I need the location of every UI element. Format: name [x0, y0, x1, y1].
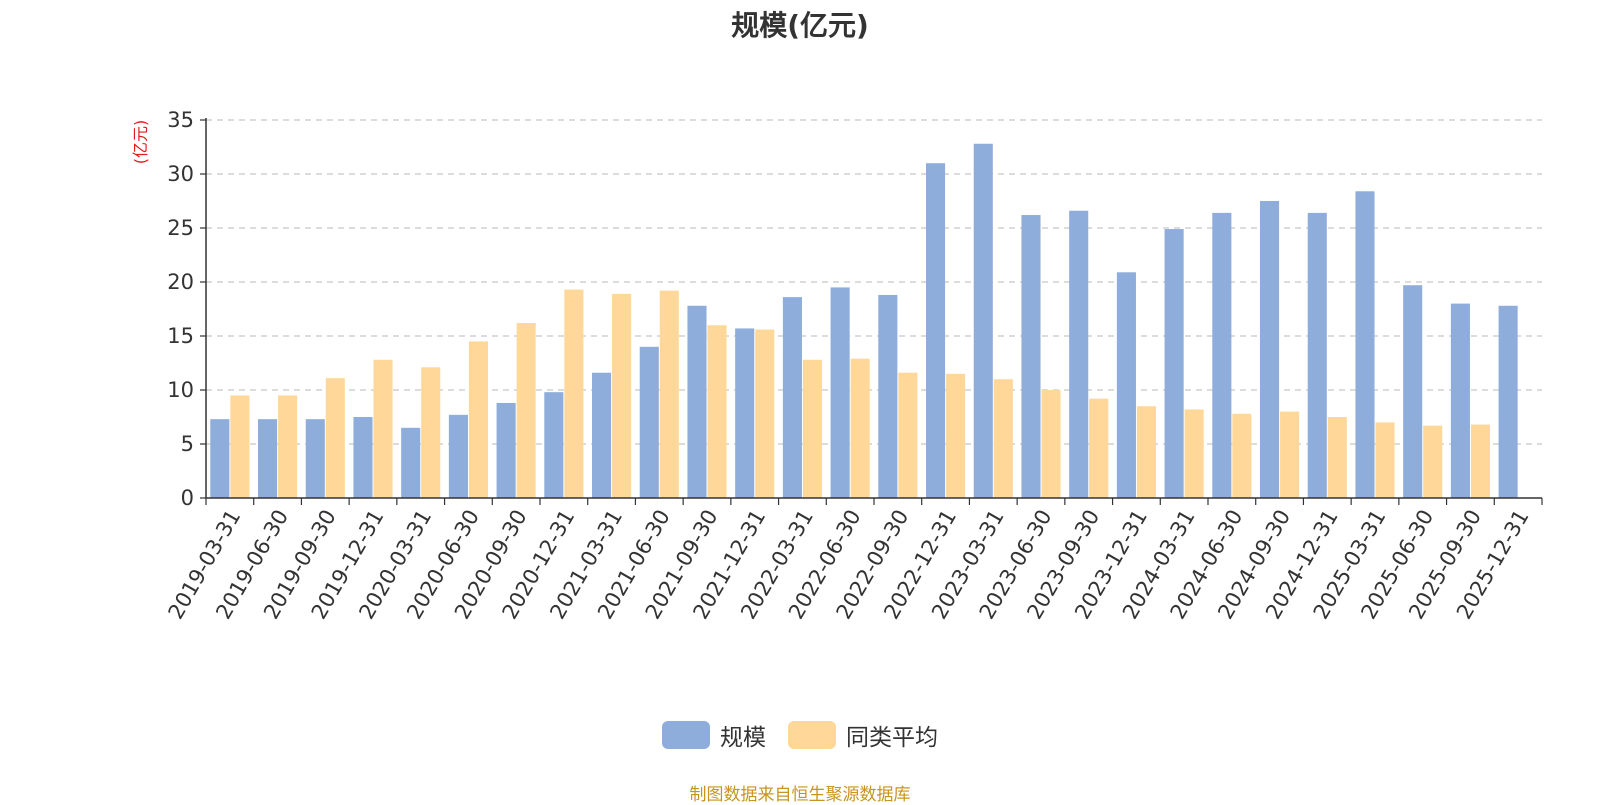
bar-scale: [353, 417, 373, 498]
bar-peer-average: [516, 323, 536, 498]
bar-peer-average: [802, 359, 822, 498]
bar-scale: [544, 392, 564, 498]
bar-scale: [1212, 212, 1232, 498]
legend: 规模 同类平均: [0, 718, 1600, 752]
bar-peer-average: [373, 359, 393, 498]
bar-scale: [1403, 285, 1423, 498]
bar-peer-average: [1089, 398, 1109, 498]
bar-scale: [305, 419, 325, 498]
bar-scale: [258, 419, 278, 498]
bar-scale: [1450, 303, 1470, 498]
bar-peer-average: [1375, 422, 1395, 498]
bar-scale: [639, 346, 659, 498]
bar-peer-average: [325, 378, 345, 498]
y-tick-label: 10: [167, 378, 194, 402]
bars: [210, 143, 1518, 499]
source-note: 制图数据来自恒生聚源数据库: [689, 785, 911, 805]
bar-peer-average: [1041, 390, 1061, 498]
bar-peer-average: [755, 329, 775, 498]
legend-item-peer-average[interactable]: 同类平均: [788, 718, 938, 752]
bar-peer-average: [1184, 409, 1204, 498]
legend-item-scale[interactable]: 规模: [662, 718, 766, 752]
bar-scale: [1021, 215, 1041, 499]
bar-peer-average: [612, 293, 632, 498]
bar-scale: [1498, 305, 1518, 498]
y-tick-label: 0: [181, 486, 194, 510]
bar-peer-average: [946, 373, 966, 498]
y-tick-label: 25: [167, 216, 194, 240]
bar-peer-average: [1232, 413, 1252, 498]
bar-scale: [1307, 212, 1327, 498]
y-tick-label: 15: [167, 324, 194, 348]
bar-scale: [926, 163, 946, 498]
y-axis-label: (亿元): [131, 120, 150, 165]
bar-peer-average: [707, 325, 727, 498]
bar-scale: [973, 143, 993, 498]
y-tick-label: 20: [167, 270, 194, 294]
bar-peer-average: [1470, 424, 1490, 498]
bar-scale: [592, 372, 612, 498]
legend-label-scale: 规模: [720, 725, 766, 751]
y-tick-label: 5: [181, 432, 194, 456]
legend-swatch-scale: [662, 721, 710, 749]
bar-scale: [448, 414, 468, 498]
bar-scale: [878, 294, 898, 498]
bar-scale: [830, 287, 850, 498]
bar-scale: [1069, 210, 1089, 498]
bar-scale: [1164, 229, 1184, 498]
bar-scale: [687, 305, 707, 498]
bar-peer-average: [659, 290, 679, 498]
bar-peer-average: [1136, 406, 1156, 498]
bar-peer-average: [850, 358, 870, 498]
legend-label-peer-average: 同类平均: [846, 725, 938, 751]
bar-scale: [1116, 272, 1136, 498]
y-tick-label: 30: [167, 162, 194, 186]
bar-peer-average: [278, 395, 298, 498]
bar-scale: [1260, 201, 1280, 498]
bar-peer-average: [1423, 425, 1443, 498]
bar-scale: [735, 328, 755, 498]
legend-swatch-peer-average: [788, 721, 836, 749]
bar-peer-average: [898, 372, 918, 498]
bar-peer-average: [564, 289, 584, 498]
bar-scale: [496, 402, 516, 498]
bar-scale: [1355, 191, 1375, 498]
bar-peer-average: [1280, 411, 1300, 498]
bar-peer-average: [421, 367, 441, 498]
y-tick-label: 35: [167, 108, 194, 132]
bar-peer-average: [1327, 417, 1347, 498]
bar-peer-average: [993, 379, 1013, 498]
bar-peer-average: [468, 341, 488, 498]
bar-scale: [210, 419, 230, 498]
chart-title: 规模(亿元): [731, 9, 869, 42]
bar-scale: [401, 427, 421, 498]
bar-scale: [782, 297, 802, 498]
grid-lines: [206, 119, 1542, 445]
bar-peer-average: [230, 395, 250, 498]
